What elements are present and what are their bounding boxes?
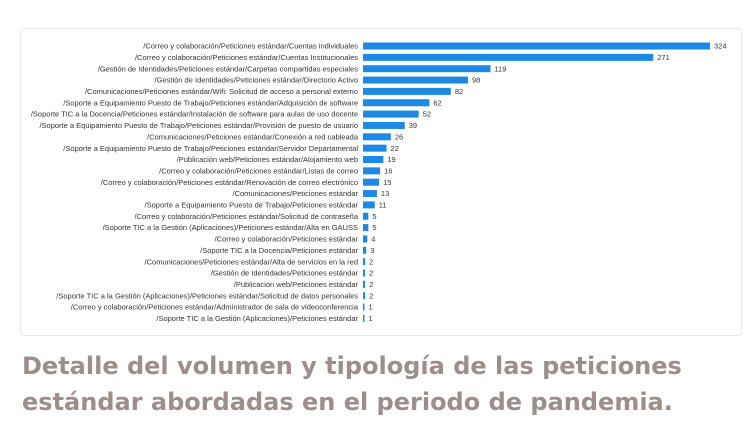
value-label: 52 [423, 110, 431, 119]
bar-chart: /Correo y colaboración/Peticiones estánd… [31, 42, 727, 323]
bar[interactable] [363, 65, 491, 73]
value-label: 1 [369, 314, 373, 323]
bar[interactable] [363, 133, 391, 141]
bar[interactable] [363, 314, 365, 322]
category-label: /Correo y colaboración/Peticiones estánd… [159, 166, 358, 175]
bar[interactable] [363, 87, 451, 95]
category-label: /Soporte a Equipamiento Puesto de Trabaj… [145, 201, 359, 210]
value-label: 13 [381, 189, 389, 198]
bar[interactable] [363, 76, 468, 84]
category-label: /Soporte a Equipamiento Puesto de Trabaj… [63, 144, 358, 153]
bar[interactable] [363, 292, 366, 300]
bar[interactable] [363, 269, 366, 277]
chart-caption: Detalle del volumen y tipología de las p… [22, 352, 682, 416]
bar[interactable] [363, 178, 380, 186]
bar[interactable] [363, 99, 430, 107]
value-label: 2 [369, 291, 373, 300]
value-label: 26 [395, 132, 403, 141]
chart-panel: /Correo y colaboración/Peticiones estánd… [20, 28, 742, 336]
bar[interactable] [363, 121, 405, 129]
value-label: 3 [370, 246, 374, 255]
category-label: /Soporte TIC a la Gestión (Aplicaciones)… [56, 291, 358, 300]
category-label: /Comunicaciones/Peticiones estándar/Wifi… [85, 87, 358, 96]
value-label: 2 [369, 269, 373, 278]
value-label: 22 [391, 144, 399, 153]
category-label: /Comunicaciones/Peticiones estándar [233, 189, 359, 198]
bar[interactable] [363, 258, 366, 266]
bar[interactable] [363, 42, 710, 50]
bar[interactable] [363, 53, 654, 61]
value-label: 324 [714, 42, 727, 51]
bar[interactable] [363, 110, 419, 118]
value-label: 39 [409, 121, 417, 130]
category-label: /Gestión de Identidades/Peticiones están… [211, 269, 359, 278]
bar[interactable] [363, 201, 375, 209]
category-label: /Comunicaciones/Peticiones estándar/Cone… [147, 132, 359, 141]
value-label: 19 [387, 155, 395, 164]
value-label: 2 [369, 257, 373, 266]
value-label: 15 [383, 178, 391, 187]
category-label: /Gestión de Identidades/Peticiones están… [155, 76, 358, 85]
category-label: /Soporte TIC a la Gestión (Aplicaciones)… [156, 314, 358, 323]
value-label: 16 [384, 166, 392, 175]
value-label: 271 [657, 53, 670, 62]
value-label: 98 [472, 76, 480, 85]
bar[interactable] [363, 190, 377, 198]
bar[interactable] [363, 144, 387, 152]
category-label: /Soporte a Equipamiento Puesto de Trabaj… [63, 98, 358, 107]
category-label: /Soporte a Equipamiento Puesto de Trabaj… [39, 121, 358, 130]
category-label: /Correo y colaboración/Peticiones estánd… [215, 235, 359, 244]
bar[interactable] [363, 167, 381, 175]
value-label: 1 [369, 303, 373, 312]
category-label: /Gestión de Identidades/Peticiones están… [98, 64, 358, 73]
category-label: /Comunicaciones/Peticiones estándar/Alta… [145, 257, 358, 266]
category-label: /Correo y colaboración/Peticiones estánd… [71, 303, 359, 312]
value-label: 5 [372, 223, 376, 232]
category-label: /Correo y colaboración/Peticiones estánd… [135, 212, 359, 221]
category-label: /Soporte TIC a la Gestión (Aplicaciones)… [103, 223, 358, 232]
value-label: 5 [372, 212, 376, 221]
value-label: 62 [433, 98, 441, 107]
category-label: /Correo y colaboración/Peticiones estánd… [135, 53, 358, 62]
bar[interactable] [363, 303, 365, 311]
bar[interactable] [363, 224, 369, 232]
bar[interactable] [363, 235, 368, 243]
category-label: /Publicación web/Peticiones estándar/Alo… [177, 155, 358, 164]
bar[interactable] [363, 280, 366, 288]
bar[interactable] [363, 212, 369, 220]
category-label: /Soporte TIC a la Docencia/Peticiones es… [31, 110, 358, 119]
bar[interactable] [363, 246, 367, 254]
bar[interactable] [363, 156, 384, 163]
value-label: 82 [455, 87, 463, 96]
value-label: 4 [371, 235, 375, 244]
value-label: 2 [369, 280, 373, 289]
category-label: /Correo y colaboración/Peticiones estánd… [101, 178, 358, 187]
value-label: 11 [379, 201, 387, 210]
category-label: /Correo y colaboración/Peticiones estánd… [143, 42, 358, 51]
category-label: /Soporte TIC a la Docencia/Peticiones es… [200, 246, 358, 255]
category-label: /Publicación web/Peticiones estándar [234, 280, 359, 289]
value-label: 119 [494, 64, 506, 73]
